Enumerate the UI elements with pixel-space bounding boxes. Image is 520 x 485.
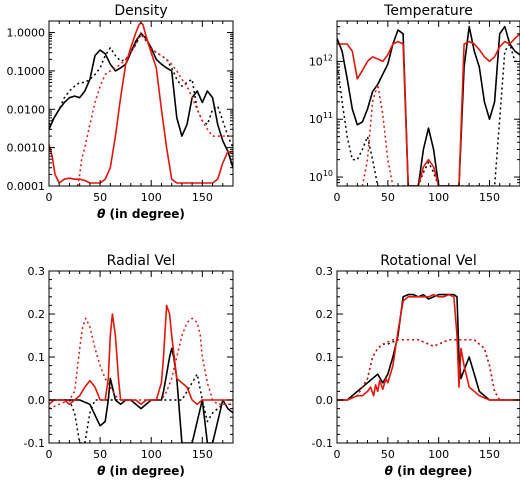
- panel-2-ytick-label-0: 1010: [309, 169, 333, 184]
- panel-3-frame: [48, 270, 234, 444]
- panel-3-ytick-label-0: -0.1: [24, 437, 45, 450]
- panel-3: 0 50 100 150 -0.1 0.0 0.1 0.2 0.3 Radial Vel θ (in…: [24, 253, 234, 478]
- panel-2-xtick-label-3: 150: [479, 191, 500, 204]
- panel-3-ytick-label-4: 0.3: [28, 265, 46, 278]
- panel-1-ytick-label-4: 1.0000: [7, 27, 46, 40]
- panel-4-xtick-label-0: 0: [334, 448, 341, 461]
- panel-3-ytick-label-3: 0.2: [28, 308, 46, 321]
- panel-1-ytick-label-3: 0.1000: [7, 65, 46, 78]
- panel-2-ytick-label-2: 1012: [309, 53, 333, 68]
- panel-1-ytick-label-1: 0.0010: [7, 142, 46, 155]
- panel-3-series-4-line: [49, 317, 233, 410]
- panel-2-title: Temperature: [383, 3, 473, 19]
- panel-1-ytick-label-2: 0.0100: [7, 103, 46, 116]
- panel-4-series-3-line: [337, 293, 520, 401]
- panel-1-series-1-line: [49, 32, 233, 168]
- panel-2-xtick-label-0: 0: [334, 191, 341, 204]
- panel-1-series-3-line: [49, 22, 233, 184]
- panel-4-xtick-label-2: 100: [428, 448, 449, 461]
- panel-4-series-4-line: [337, 339, 520, 401]
- panel-2-series-1-line: [337, 25, 520, 186]
- panel-2-series-3-line: [337, 33, 520, 186]
- panel-3-xtick-label-2: 100: [141, 448, 162, 461]
- panel-4-xtick-label-1: 50: [381, 448, 395, 461]
- panel-1-xtick-label-2: 100: [141, 191, 162, 204]
- panel-4-ytick-label-4: 0.3: [316, 265, 334, 278]
- panel-3-series-3-line: [49, 304, 233, 406]
- panel-1-series-4-line: [76, 31, 233, 186]
- panel-4-xtick-label-3: 150: [479, 448, 500, 461]
- panel-1-xtick-label-3: 150: [192, 191, 213, 204]
- panel-1-xtick-label-0: 0: [46, 191, 53, 204]
- panel-3-xtick-label-1: 50: [93, 448, 107, 461]
- panel-2-xtick-label-2: 100: [428, 191, 449, 204]
- panel-3-ytick-label-1: 0.0: [28, 394, 46, 407]
- panel-4-ytick-label-1: 0.0: [316, 394, 334, 407]
- panel-3-title: Radial Vel: [107, 253, 176, 269]
- panel-2-series-4-line: [357, 83, 409, 186]
- panel-2-ytick-label-1: 1011: [309, 111, 333, 126]
- panel-3-series-2-line: [49, 373, 233, 443]
- panel-3-xtick-label-3: 150: [192, 448, 213, 461]
- panel-3-xlabel: θ (in degree): [97, 464, 185, 478]
- panel-2-frame: [336, 20, 520, 187]
- panel-4-ytick-label-3: 0.2: [316, 308, 334, 321]
- panel-3-series-1-line: [49, 347, 233, 443]
- panel-4-ytick-label-0: -0.1: [312, 437, 333, 450]
- panel-1-ytick-label-0: 0.0001: [7, 180, 46, 193]
- panel-1-xtick-label-1: 50: [93, 191, 107, 204]
- panel-2-series-2-line: [337, 43, 520, 186]
- panel-4-series-2-line: [337, 339, 520, 401]
- panel-3-ytick-label-2: 0.1: [28, 351, 46, 364]
- panel-1-xlabel: θ (in degree): [97, 207, 185, 221]
- panel-4-xlabel: θ (in degree): [385, 464, 473, 478]
- panel-4-ytick-label-2: 0.1: [316, 351, 334, 364]
- panel-1-title: Density: [114, 3, 167, 19]
- panel-4-title: Rotational Vel: [380, 253, 476, 269]
- panel-3-xtick-label-0: 0: [46, 448, 53, 461]
- panel-4: 0 50 100 150 -0.1 0.0 0.1 0.2 0.3 Rotational Vel θ…: [312, 253, 520, 478]
- panel-2-xtick-label-1: 50: [381, 191, 395, 204]
- panel-2: 0 50 100 150 1010 1011 1012 Temperature: [309, 3, 520, 204]
- panel-1-frame: [48, 20, 234, 187]
- panel-1-series-2-line: [49, 33, 233, 148]
- panel-1: 0 50 100 150 0.0001 0.0010 0.0100 0.1000 1.0000 D…: [7, 3, 234, 221]
